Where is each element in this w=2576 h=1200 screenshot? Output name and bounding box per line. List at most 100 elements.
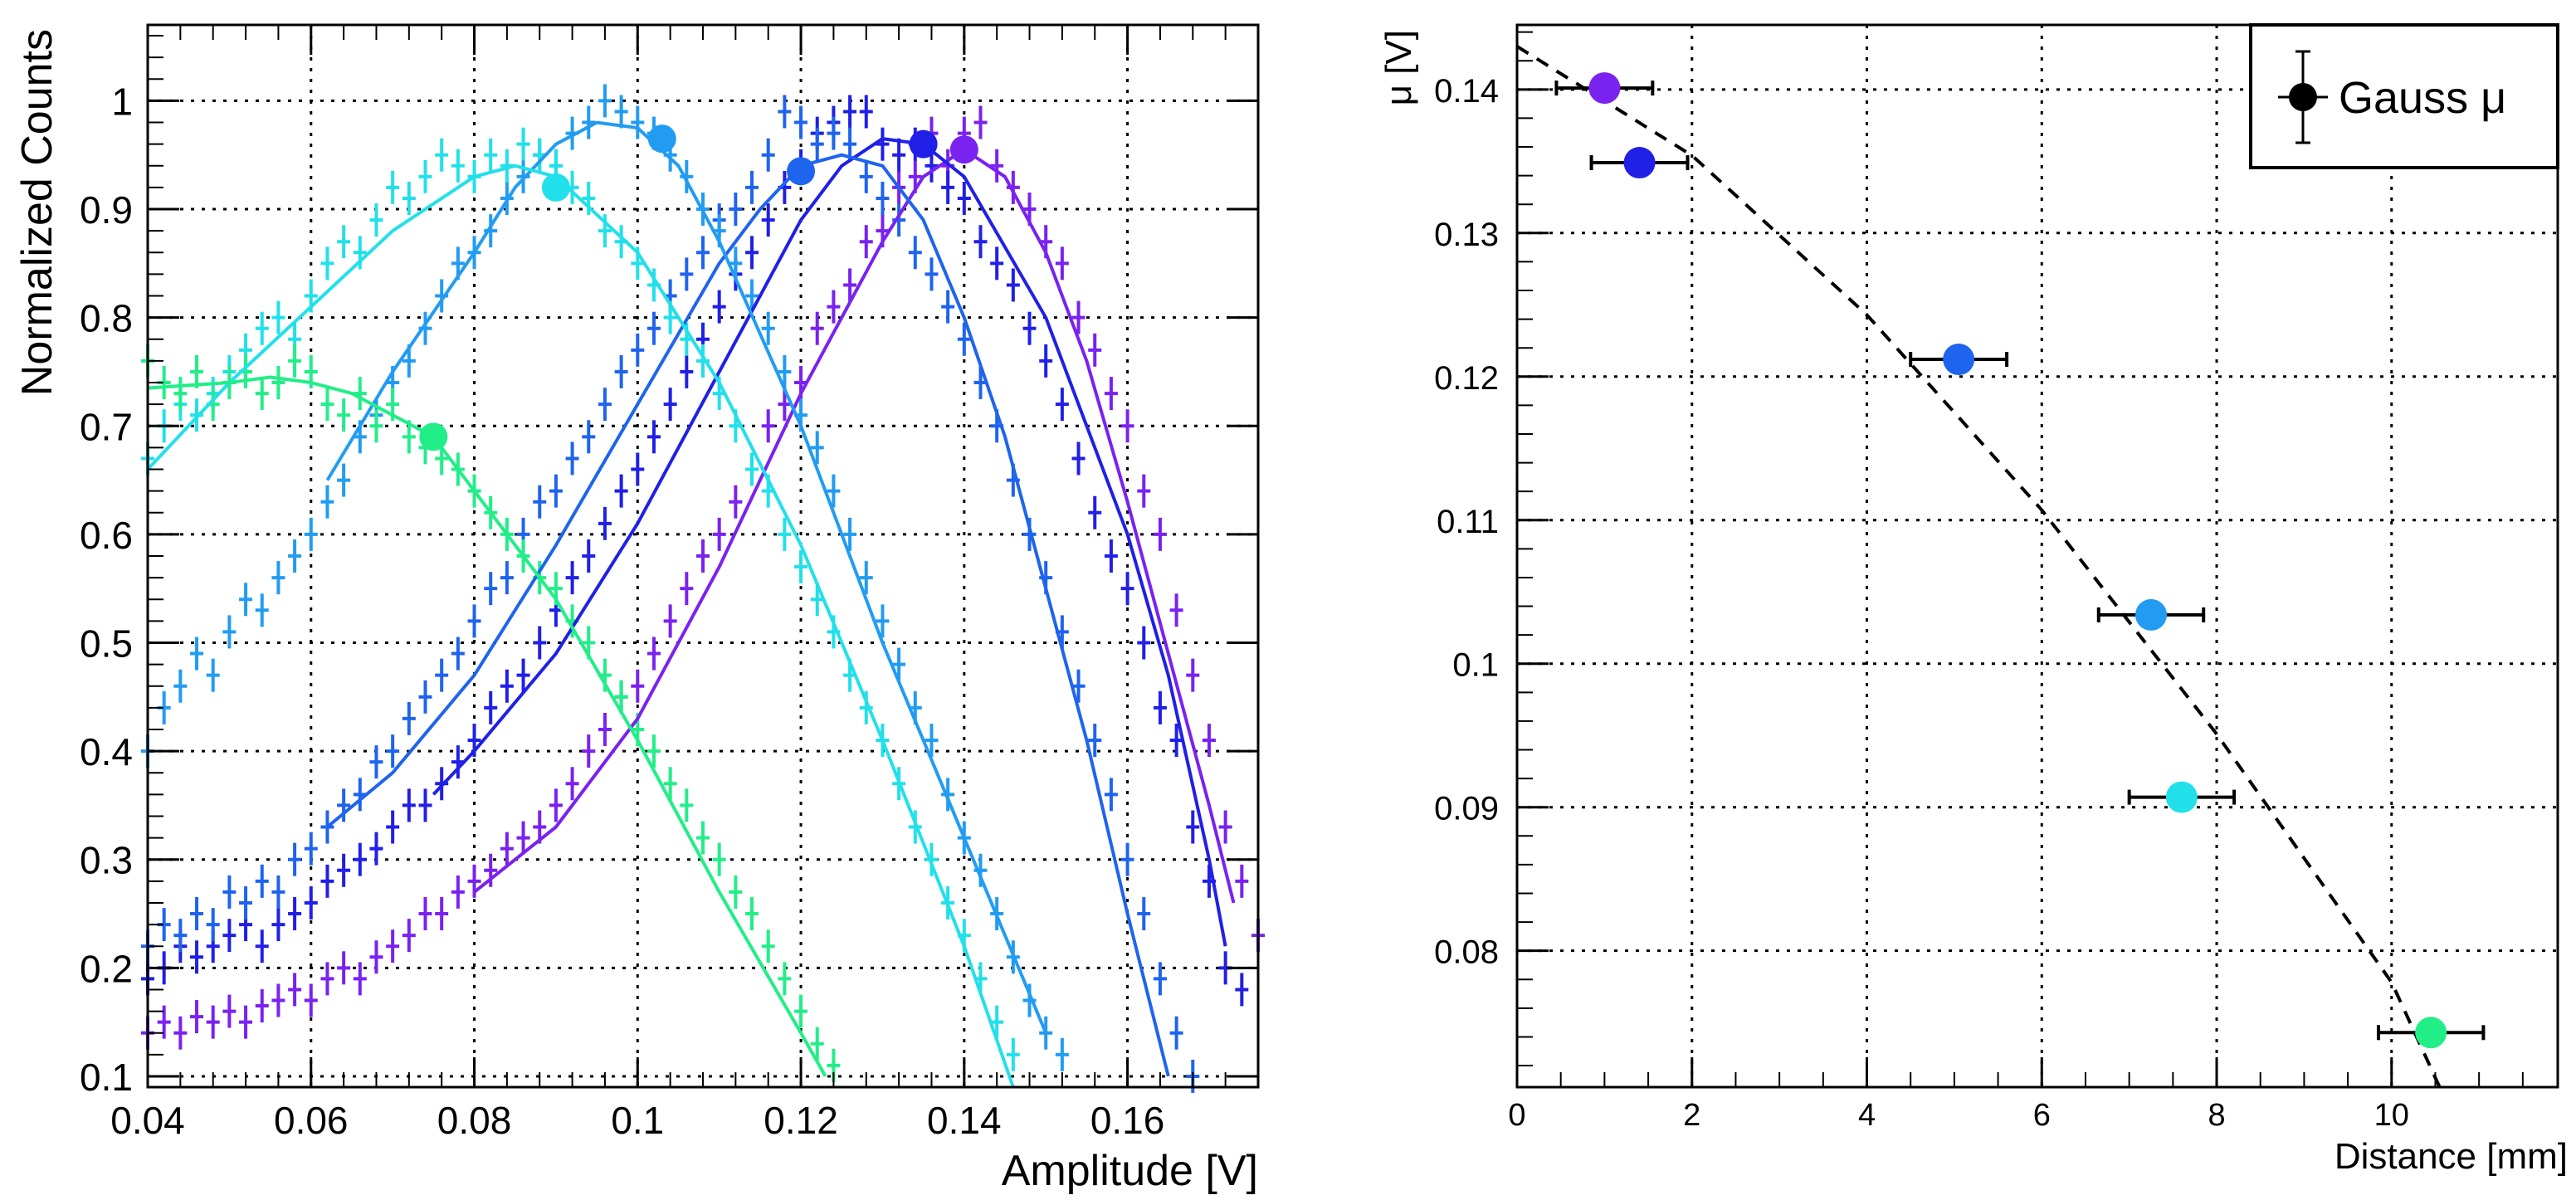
data-point-violet	[1120, 409, 1134, 443]
data-point-blue_light	[843, 517, 857, 551]
right-ticks	[1515, 31, 2524, 1087]
data-point-blue	[386, 734, 400, 768]
data-point-blue	[631, 333, 645, 367]
data-point-cyan	[745, 452, 759, 486]
data-point-blue_dark	[680, 354, 694, 388]
left-x-axis-label: Amplitude [V]	[1002, 1147, 1258, 1195]
data-point-blue	[500, 561, 514, 595]
data-point-blue_dark	[533, 626, 547, 660]
data-point-blue_dark	[418, 788, 432, 822]
data-point-cyan	[320, 246, 334, 280]
data-point-blue_dark	[892, 138, 906, 172]
data-point-cyan	[484, 138, 498, 172]
data-point-violet	[320, 962, 334, 996]
data-point-violet	[827, 290, 841, 324]
peak-marker-cyan	[541, 173, 570, 202]
data-point-blue	[696, 236, 710, 270]
data-point-violet	[1055, 246, 1069, 280]
data-point-cyan	[271, 300, 285, 334]
data-point-violet	[598, 712, 612, 746]
mu-point-6	[2376, 1017, 2486, 1049]
data-point-violet	[761, 409, 775, 443]
data-point-green	[337, 398, 351, 432]
data-point-violet	[271, 983, 285, 1017]
data-point-blue	[467, 604, 481, 638]
left-ticks	[146, 25, 1259, 1087]
data-point-blue	[190, 897, 204, 931]
data-point-green	[353, 377, 367, 411]
data-point-blue_light	[745, 279, 759, 313]
data-point-blue_light	[190, 637, 204, 671]
data-point-blue_dark	[957, 181, 971, 215]
data-point-blue	[680, 257, 694, 291]
left-x-tick-label: 0.06	[274, 1099, 349, 1142]
data-point-green	[288, 344, 302, 378]
data-point-violet	[1088, 333, 1102, 367]
data-point-blue	[418, 680, 432, 714]
data-point-blue	[369, 745, 383, 779]
data-point-green	[369, 409, 383, 443]
data-point-cyan	[418, 159, 432, 193]
data-point-green	[255, 377, 269, 411]
mu-point-3	[1909, 344, 2009, 376]
data-point-blue_dark	[288, 897, 302, 931]
data-point-blue_dark	[222, 919, 237, 953]
data-point-blue	[271, 875, 285, 909]
data-point-blue_dark	[1088, 495, 1102, 529]
data-point-cyan	[337, 225, 351, 259]
data-point-blue	[925, 257, 939, 291]
data-point-blue_dark	[843, 95, 857, 129]
data-point-blue_dark	[1039, 344, 1053, 378]
data-point-blue	[941, 290, 955, 324]
data-point-blue_light	[222, 615, 237, 649]
data-point-blue_dark	[255, 929, 269, 963]
left-y-tick-label: 0.7	[80, 405, 133, 448]
right-y-tick-labels: 0.08 0.09 0.1 0.11 0.12 0.13 0.14	[1434, 73, 1499, 971]
data-point-blue_light	[892, 647, 906, 681]
mu-point-marker	[2415, 1017, 2447, 1049]
mu-point-5	[2127, 781, 2237, 813]
data-point-blue_light	[288, 539, 302, 573]
data-point-blue_dark	[271, 908, 285, 942]
left-x-tick-label: 0.04	[110, 1099, 185, 1142]
data-point-blue_dark	[859, 95, 873, 129]
data-point-cyan	[1006, 1037, 1020, 1071]
data-point-blue	[565, 441, 579, 476]
data-point-blue	[843, 127, 857, 161]
data-point-violet	[1104, 377, 1118, 411]
data-point-cyan	[598, 214, 612, 248]
data-point-violet	[973, 105, 988, 139]
data-point-blue_dark	[1022, 311, 1037, 345]
data-point-violet	[222, 994, 237, 1028]
right-y-tick-label: 0.12	[1434, 360, 1499, 397]
data-point-blue_dark	[1169, 724, 1183, 758]
data-point-blue	[794, 105, 808, 139]
data-point-blue	[337, 788, 351, 822]
data-point-blue_dark	[1055, 388, 1069, 422]
data-point-violet	[680, 572, 694, 606]
mu-point-2	[1589, 147, 1690, 179]
data-point-blue	[533, 485, 547, 519]
mu-point-marker	[2134, 598, 2167, 631]
data-point-violet	[206, 1005, 220, 1039]
left-y-tick-label: 0.3	[80, 839, 133, 882]
right-y-tick-label: 0.14	[1434, 73, 1499, 110]
data-point-blue_dark	[1120, 572, 1134, 606]
data-point-violet	[500, 832, 514, 866]
data-point-blue	[1120, 842, 1134, 876]
data-point-violet	[712, 517, 726, 551]
data-point-blue	[222, 875, 237, 909]
data-point-blue_dark	[631, 452, 645, 486]
data-point-violet	[353, 962, 367, 996]
data-point-violet	[157, 1005, 171, 1039]
data-point-green	[761, 929, 775, 963]
left-x-tick-labels: 0.04 0.06 0.08 0.1 0.12 0.14 0.16	[110, 1099, 1164, 1142]
data-point-blue	[1169, 1016, 1183, 1050]
data-point-blue_light	[631, 105, 645, 139]
data-point-blue	[810, 127, 824, 161]
right-fit-line	[1515, 45, 2442, 1088]
data-point-blue_dark	[337, 853, 351, 887]
peak-marker-green	[419, 422, 448, 451]
peak-marker-violet	[949, 135, 978, 164]
